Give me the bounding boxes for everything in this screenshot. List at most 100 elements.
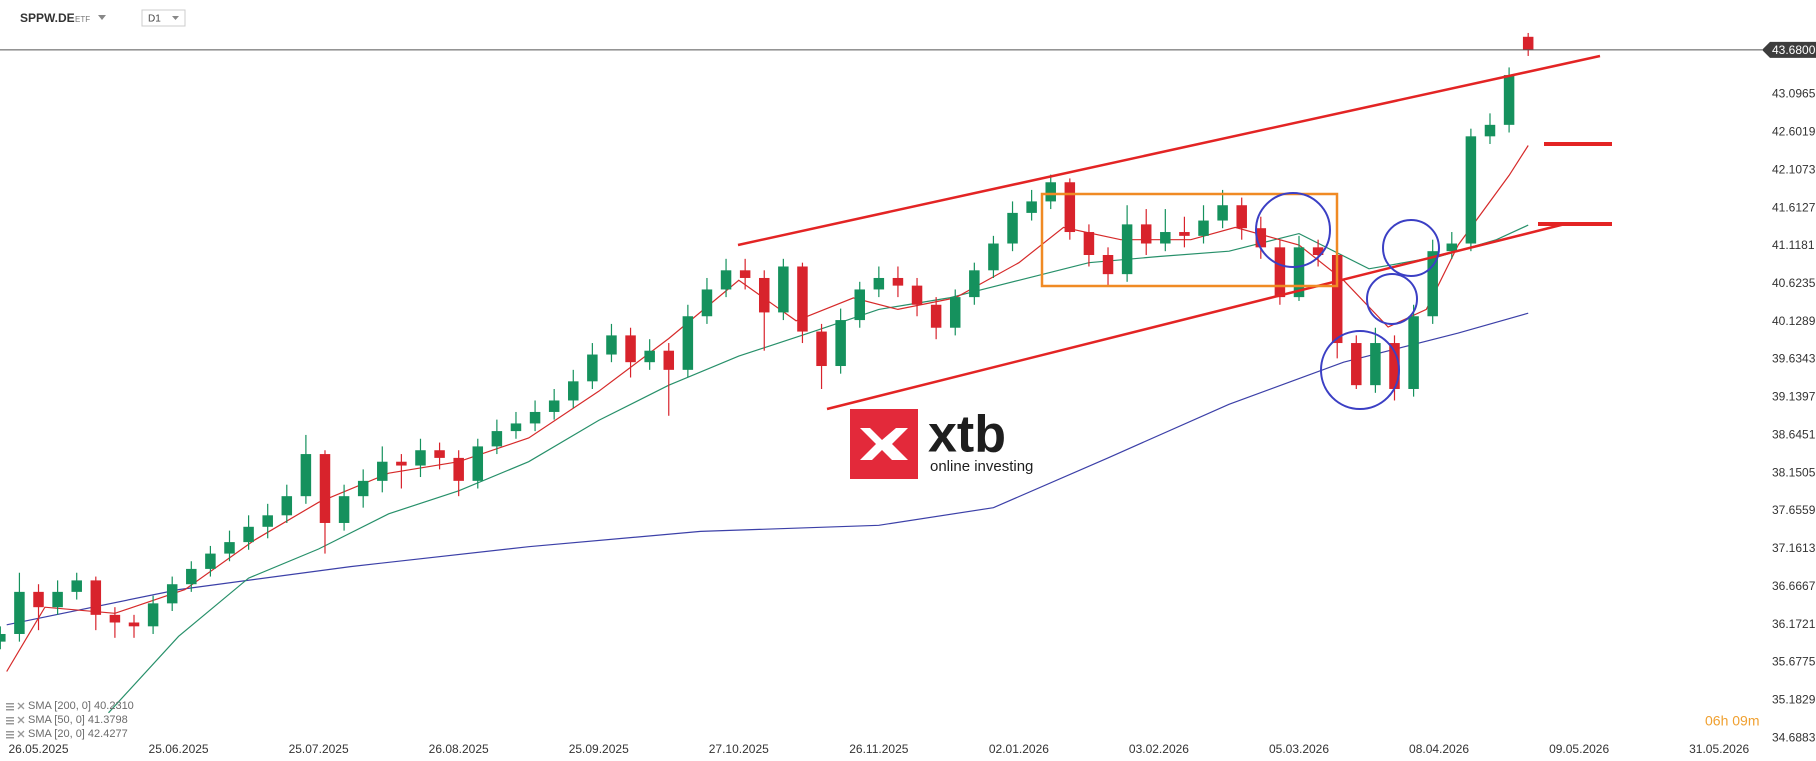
highlight-circle [1320, 330, 1400, 410]
candle-body [510, 423, 522, 432]
candle-body [415, 450, 426, 466]
candle-body [835, 320, 846, 367]
candle-body [472, 446, 484, 481]
candle-body [491, 431, 503, 447]
candle-body [1083, 232, 1095, 255]
y-tick-label: 39.6343 [1772, 352, 1816, 366]
candle-body [396, 461, 407, 466]
candle-body [1522, 36, 1534, 50]
y-tick-label: 37.6559 [1772, 503, 1816, 517]
candle-body [14, 591, 25, 634]
candle-body [319, 454, 331, 523]
x-tick-label: 25.06.2025 [149, 742, 209, 756]
y-tick-label: 41.1181 [1772, 238, 1815, 252]
candle-body [1465, 136, 1477, 244]
timeframe-box[interactable] [141, 9, 186, 27]
legend-remove[interactable] [17, 702, 25, 738]
candle-body [147, 603, 159, 627]
y-tick-label: 37.1613 [1772, 541, 1816, 555]
candle-body [568, 381, 579, 401]
y-tick-label: 41.6127 [1772, 200, 1816, 214]
candle-body [377, 461, 388, 481]
y-tick-label: 38.1505 [1772, 465, 1816, 479]
y-tick-label: 35.1829 [1772, 693, 1816, 707]
last-price-box [1762, 41, 1816, 58]
x-tick-label: 27.10.2025 [709, 742, 769, 756]
y-tick-label: 39.1397 [1772, 390, 1816, 404]
candle-body [1427, 251, 1438, 317]
candle-body [33, 591, 44, 608]
x-tick-label: 25.07.2025 [289, 742, 349, 756]
candle-body [1102, 255, 1114, 275]
highlight-circle [1366, 273, 1418, 325]
candle-body [71, 580, 82, 592]
candle-body [663, 350, 675, 370]
candle-body [1236, 205, 1247, 229]
watermark-tagline: online investing [930, 458, 1033, 475]
symbol[interactable]: SPPW.DE [20, 11, 75, 25]
x-tick-label: 03.02.2026 [1129, 742, 1189, 756]
legend-icons [6, 703, 14, 739]
x-tick-label: 02.01.2026 [989, 742, 1049, 756]
candle-body [1121, 224, 1133, 275]
candle-body [1446, 243, 1458, 252]
candle-body [720, 270, 732, 290]
candle-body [1140, 224, 1152, 244]
last-price-label: 43.6800 [1772, 43, 1816, 57]
candle-body [1503, 75, 1515, 125]
candle-body [529, 411, 541, 424]
x-tick-label: 05.03.2026 [1269, 742, 1329, 756]
candle-body [911, 285, 923, 305]
series-layer [0, 32, 1534, 714]
candle-body [1331, 255, 1343, 344]
candle-body [969, 270, 980, 298]
candle-body [587, 354, 598, 382]
candle-body [300, 454, 312, 497]
candle-body [205, 553, 216, 569]
candle-body [644, 350, 655, 363]
candle-body [224, 542, 235, 554]
candle-body [1026, 201, 1037, 213]
timeframe-dropdown[interactable] [172, 16, 179, 20]
candle-body [166, 584, 178, 604]
countdown: 06h 09m [1705, 713, 1759, 729]
timeframe[interactable]: D1 [148, 14, 161, 25]
y-tick-label: 42.6019 [1772, 125, 1816, 139]
y-tick-label: 35.6775 [1772, 655, 1816, 669]
candle-body [816, 331, 827, 367]
y-tick-label: 38.6451 [1772, 427, 1816, 441]
candle-body [1007, 212, 1018, 244]
candle-body [1351, 343, 1362, 386]
candle-body [949, 297, 961, 328]
channel-upper [737, 54, 1601, 247]
candle-body [625, 335, 636, 363]
candle-body [1045, 182, 1056, 202]
candle-body [606, 335, 617, 355]
y-tick-label: 40.6235 [1772, 276, 1816, 290]
range-box [1040, 192, 1339, 288]
candle-body [128, 622, 140, 627]
candle-body [1274, 247, 1286, 298]
candle-body [1064, 182, 1076, 233]
candle-body [0, 633, 6, 642]
candle-body [52, 591, 63, 608]
drawings [737, 54, 1612, 411]
candle-body [1160, 232, 1171, 244]
candle-body [892, 277, 904, 286]
y-tick-label: 36.1721 [1772, 617, 1816, 631]
legend [6, 702, 25, 739]
legend-label: SMA [50, 0] 41.3798 [28, 714, 128, 726]
candle-body [1198, 220, 1209, 236]
x-tick-label: 25.09.2025 [569, 742, 629, 756]
symbol-dropdown[interactable] [98, 15, 106, 20]
watermark-brand: xtb [928, 406, 1006, 464]
y-tick-label: 43.0965 [1772, 87, 1816, 101]
candle-body [797, 266, 808, 332]
instrument-type: ETF [75, 15, 90, 24]
candle-body [1217, 205, 1228, 221]
y-tick-label: 34.6883 [1772, 730, 1816, 744]
